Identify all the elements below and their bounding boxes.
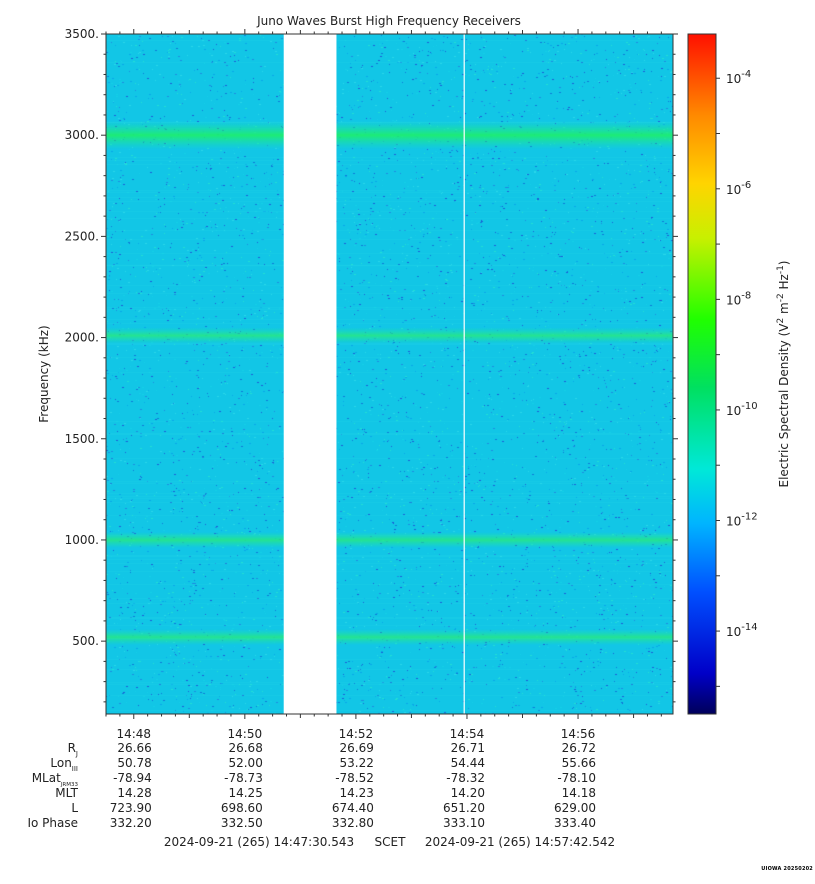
y-tick-label: 1500. (65, 432, 99, 446)
colorbar-tick-label: 10-10 (726, 401, 758, 418)
ephemeris-value: 723.90 (110, 801, 152, 815)
plot-frame (105, 33, 674, 715)
ephemeris-value: 52.00 (228, 756, 262, 770)
y-axis-label: Frequency (kHz) (37, 325, 51, 422)
colorbar-tick-label: 10-6 (726, 180, 751, 197)
y-tick-label: 3000. (65, 128, 99, 142)
ephemeris-value: 332.50 (221, 816, 263, 830)
ephemeris-value: 26.66 (117, 741, 151, 755)
x-tick-label: 14:56 (561, 727, 596, 741)
ephemeris-value: -78.52 (335, 771, 374, 785)
ephemeris-value: 14.20 (451, 786, 485, 800)
ephemeris-value: 26.69 (340, 741, 374, 755)
colorbar-label: Electric Spectral Density (V2 m-2 Hz-1) (776, 260, 791, 487)
x-tick-label: 14:48 (116, 727, 151, 741)
ephemeris-row-label: MLatJRM33 (32, 771, 79, 788)
ephemeris-value: 14.18 (562, 786, 596, 800)
x-tick-label: 14:52 (339, 727, 374, 741)
chart-title: Juno Waves Burst High Frequency Receiver… (256, 14, 521, 28)
y-tick-label: 2500. (65, 229, 99, 243)
y-tick-label: 500. (72, 634, 99, 648)
ephemeris-value: -78.10 (557, 771, 596, 785)
colorbar-gradient (687, 33, 717, 715)
time-footer-end: 2024-09-21 (265) 14:57:42.542 (425, 835, 615, 849)
ephemeris-value: 50.78 (117, 756, 151, 770)
ephemeris-table: RJ 26.66 26.68 26.69 26.71 26.72 LonIII 50.78 52… (27, 741, 596, 830)
y-tick-label: 1000. (65, 533, 99, 547)
ephemeris-value: 54.44 (451, 756, 485, 770)
colorbar-tick-label: 10-12 (726, 512, 758, 529)
ephemeris-row-label: MLT (55, 786, 78, 800)
ephemeris-value: 333.10 (443, 816, 485, 830)
ephemeris-value: 14.23 (340, 786, 374, 800)
ephemeris-value: 333.40 (554, 816, 596, 830)
ephemeris-row-label: RJ (68, 741, 78, 758)
x-tick-label: 14:54 (450, 727, 485, 741)
y-axis: 500. 1000. 1500. 2000. 2500. 3000. 3500. (65, 27, 678, 703)
ephemeris-row-label: Io Phase (27, 816, 78, 830)
ephemeris-value: 14.25 (228, 786, 262, 800)
ephemeris-value: 674.40 (332, 801, 374, 815)
x-axis: 14:48 14:50 14:52 14:54 14:56 (105, 29, 662, 741)
ephemeris-value: -78.94 (113, 771, 152, 785)
ephemeris-value: 332.80 (332, 816, 374, 830)
time-footer-scet: SCET (375, 835, 407, 849)
ephemeris-value: -78.73 (224, 771, 263, 785)
ephemeris-row-label: LonIII (50, 756, 78, 773)
ephemeris-value: -78.32 (446, 771, 485, 785)
time-footer-start: 2024-09-21 (265) 14:47:30.543 (164, 835, 354, 849)
ephemeris-value: 651.20 (443, 801, 485, 815)
ephemeris-value: 698.60 (221, 801, 263, 815)
uiowa-stamp: UIOWA 20250202 (761, 866, 813, 872)
y-tick-label: 3500. (65, 27, 99, 41)
y-tick-label: 2000. (65, 331, 99, 345)
plot-area (105, 33, 674, 715)
ephemeris-value: 53.22 (340, 756, 374, 770)
ephemeris-row-label: L (71, 801, 78, 815)
spectrogram-image (106, 34, 673, 714)
colorbar-tick-label: 10-8 (726, 290, 751, 307)
ephemeris-value: 55.66 (562, 756, 596, 770)
ephemeris-value: 14.28 (117, 786, 151, 800)
ephemeris-value: 629.00 (554, 801, 596, 815)
colorbar-tick-label: 10-4 (726, 69, 751, 86)
x-tick-label: 14:50 (228, 727, 263, 741)
ephemeris-value: 332.20 (110, 816, 152, 830)
colorbar: 10-4 10-6 10-8 10-10 10-12 10-14 (687, 33, 758, 715)
ephemeris-value: 26.68 (228, 741, 262, 755)
data-gap (283, 34, 337, 714)
ephemeris-value: 26.72 (562, 741, 596, 755)
colorbar-tick-label: 10-14 (726, 622, 758, 639)
ephemeris-value: 26.71 (451, 741, 485, 755)
